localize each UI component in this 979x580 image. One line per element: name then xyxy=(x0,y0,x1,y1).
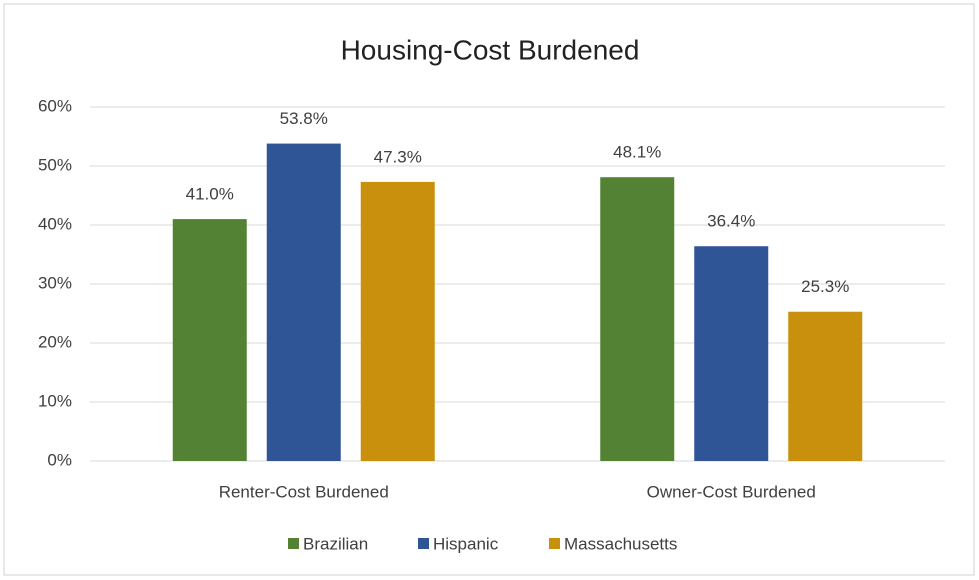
y-tick-label: 40% xyxy=(38,214,72,233)
legend-label: Brazilian xyxy=(303,534,368,553)
y-tick-label: 10% xyxy=(38,391,72,410)
bar xyxy=(360,181,435,461)
legend-swatch xyxy=(549,538,560,549)
y-tick-label: 30% xyxy=(38,273,72,292)
value-label: 41.0% xyxy=(186,185,234,204)
bar xyxy=(788,311,863,461)
legend-label: Hispanic xyxy=(433,534,499,553)
y-tick-label: 50% xyxy=(38,155,72,174)
bar xyxy=(266,143,341,461)
y-tick-label: 20% xyxy=(38,332,72,351)
x-tick-label: Renter-Cost Burdened xyxy=(219,482,389,501)
value-label: 47.3% xyxy=(374,147,422,166)
value-label: 25.3% xyxy=(801,277,849,296)
y-tick-label: 0% xyxy=(47,450,72,469)
chart-border xyxy=(3,3,975,576)
bar xyxy=(600,177,675,461)
value-label: 53.8% xyxy=(280,109,328,128)
legend-label: Massachusetts xyxy=(564,534,677,553)
y-tick-label: 60% xyxy=(38,96,72,115)
x-tick-label: Owner-Cost Burdened xyxy=(647,482,816,501)
legend-swatch xyxy=(418,538,429,549)
legend-swatch xyxy=(288,538,299,549)
bar xyxy=(694,246,769,461)
value-label: 36.4% xyxy=(707,212,755,231)
value-label: 48.1% xyxy=(613,143,661,162)
bar xyxy=(172,219,247,461)
chart-title: Housing-Cost Burdened xyxy=(341,34,640,65)
